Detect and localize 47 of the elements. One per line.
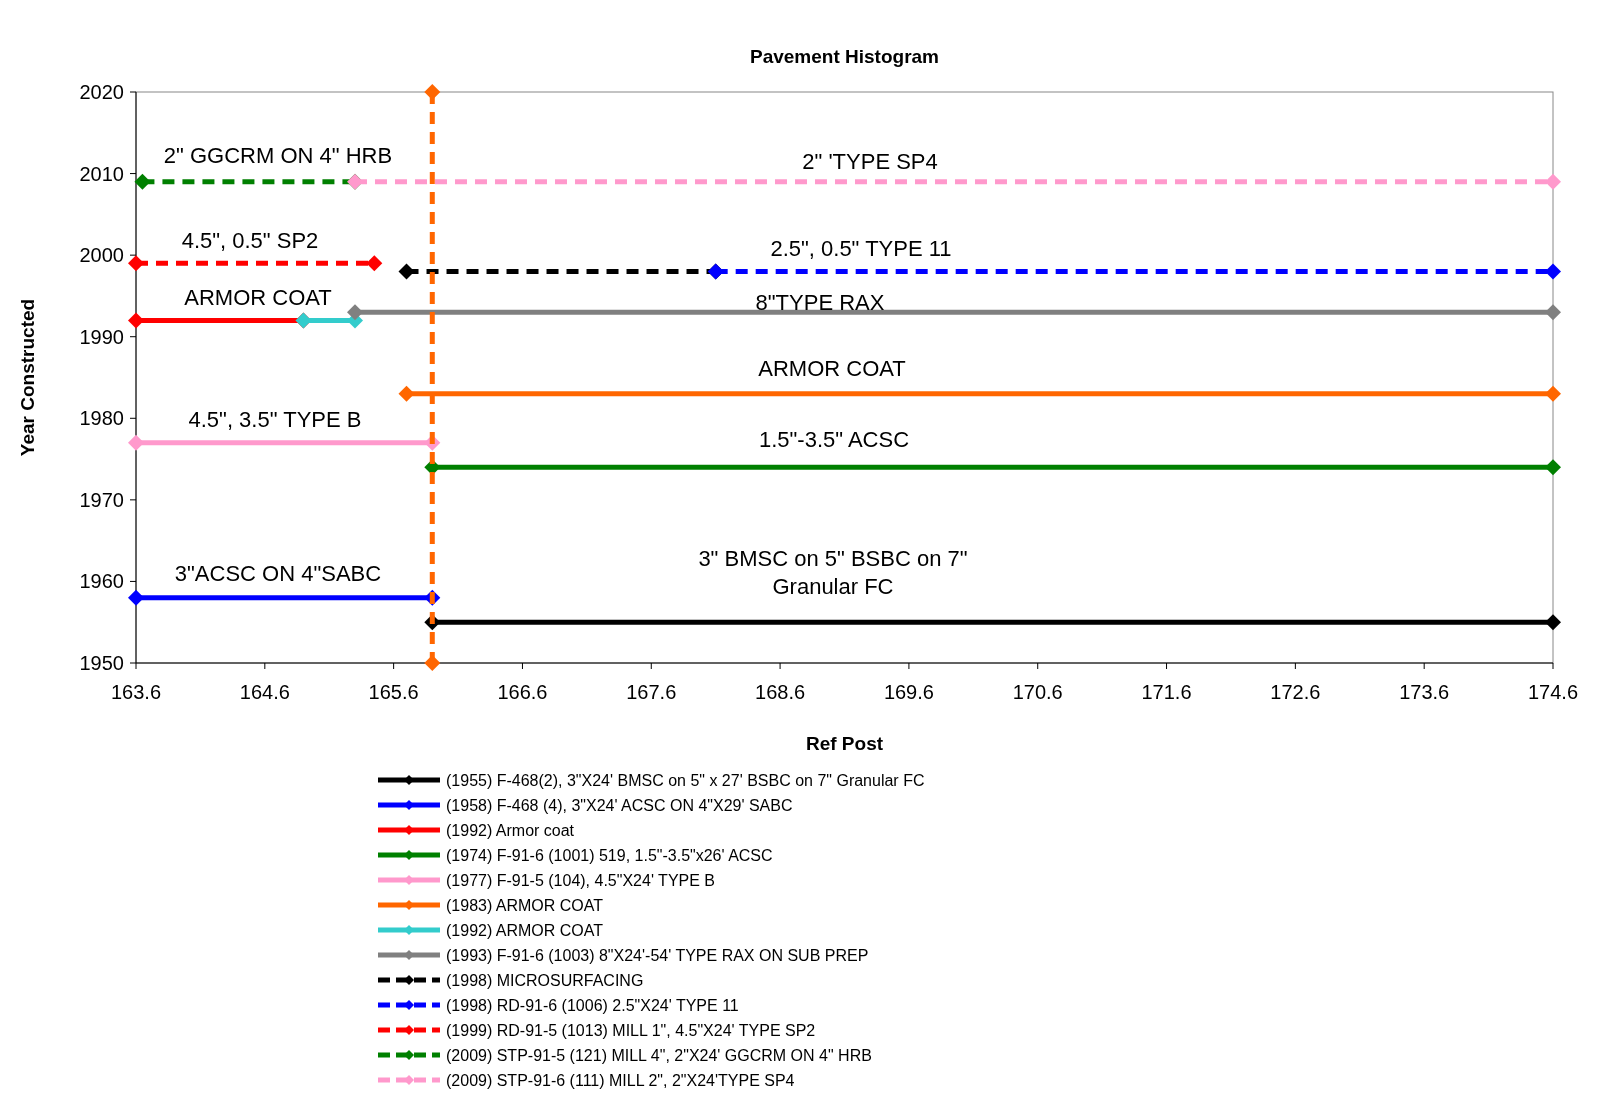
x-tick-label: 171.6	[1141, 681, 1192, 703]
y-tick-label: 2020	[79, 81, 124, 103]
x-tick-label: 165.6	[368, 681, 419, 703]
legend-label: (1992) ARMOR COAT	[446, 922, 604, 939]
legend-label: (1977) F-91-5 (104), 4.5"X24' TYPE B	[446, 872, 716, 889]
x-axis-title: Ref Post	[805, 733, 884, 754]
annotation: 2" 'TYPE SP4	[802, 149, 938, 174]
y-tick-label: 2000	[79, 244, 124, 267]
x-tick-label: 173.6	[1399, 681, 1450, 703]
y-tick-label: 1980	[79, 407, 124, 430]
legend-label: (2009) STP-91-6 (111) MILL 2", 2"X24'TYPE SP4	[446, 1072, 795, 1089]
y-tick-label: 1950	[79, 652, 124, 674]
x-tick-label: 164.6	[239, 681, 290, 703]
x-tick-label: 168.6	[755, 681, 806, 703]
legend-label: (1983) ARMOR COAT	[446, 897, 604, 914]
legend-label: (1993) F-91-6 (1003) 8"X24'-54' TYPE RAX ON SUB PREP	[446, 947, 869, 964]
chart-title: Pavement Histogram	[749, 46, 940, 67]
annotation: 4.5", 3.5" TYPE B	[188, 407, 362, 432]
legend-label: (1999) RD-91-5 (1013) MILL 1", 4.5"X24' TYPE SP2	[446, 1022, 816, 1039]
y-tick-label: 2010	[79, 162, 124, 185]
annotation: 4.5", 0.5" SP2	[181, 228, 319, 253]
annotation: 8"TYPE RAX	[755, 290, 885, 315]
y-tick-label: 1960	[79, 570, 124, 593]
legend-label: (1992) Armor coat	[446, 822, 575, 839]
legend-label: (2009) STP-91-5 (121) MILL 4", 2"X24' GGCRM ON 4" HRB	[446, 1047, 872, 1064]
legend-label: (1958) F-468 (4), 3"X24' ACSC ON 4"X29' SABC	[446, 797, 793, 814]
legend-label: (1998) MICROSURFACING	[446, 972, 644, 989]
annotation: 2.5", 0.5" TYPE 11	[770, 236, 952, 261]
annotation: 2" GGCRM ON 4" HRB	[163, 143, 393, 168]
x-tick-label: 172.6	[1270, 681, 1321, 703]
y-tick-label: 1990	[79, 325, 124, 348]
x-tick-label: 163.6	[110, 681, 162, 703]
x-tick-label: 170.6	[1012, 681, 1063, 703]
y-tick-label: 1970	[79, 488, 124, 511]
annotation: ARMOR COAT	[184, 285, 332, 310]
y-axis-title: Year Constructed	[17, 298, 38, 457]
annotation: 1.5"-3.5" ACSC	[758, 427, 910, 452]
annotation: 3" BMSC on 5" BSBC on 7" Granular FC	[698, 546, 968, 599]
x-tick-label: 167.6	[626, 681, 677, 703]
x-tick-label: 166.6	[497, 681, 548, 703]
x-tick-label: 174.6	[1527, 681, 1579, 703]
annotation: 3"ACSC ON 4"SABC	[174, 561, 382, 586]
legend-label: (1974) F-91-6 (1001) 519, 1.5"-3.5"x26' ACSC	[446, 847, 773, 864]
annotation: ARMOR COAT	[758, 356, 906, 381]
legend-label: (1998) RD-91-6 (1006) 2.5"X24' TYPE 11	[446, 997, 739, 1014]
legend-label: (1955) F-468(2), 3"X24' BMSC on 5" x 27' BSBC on 7" Granular FC	[446, 772, 925, 789]
x-tick-label: 169.6	[883, 681, 934, 703]
